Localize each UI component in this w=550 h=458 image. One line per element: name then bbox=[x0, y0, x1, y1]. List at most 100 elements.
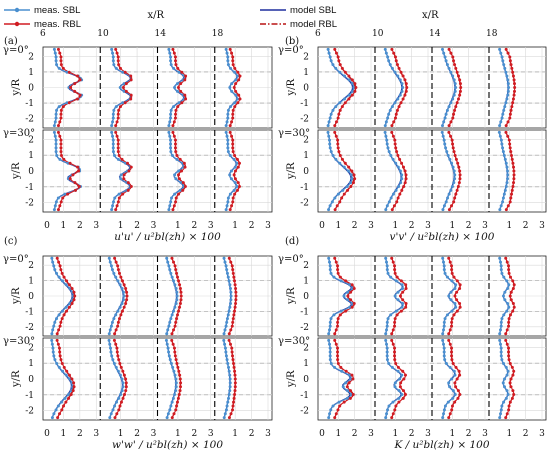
meas-rbl-point bbox=[336, 268, 340, 272]
meas-sbl-point bbox=[54, 112, 58, 116]
meas-rbl-point bbox=[178, 286, 182, 290]
x-tick-label: 2 bbox=[249, 221, 255, 231]
meas-sbl-point bbox=[384, 338, 388, 342]
meas-rbl-point bbox=[122, 283, 126, 287]
x-tick-label: 3 bbox=[151, 429, 157, 439]
meas-rbl-point bbox=[56, 47, 60, 51]
meas-rbl-point bbox=[334, 120, 338, 124]
meas-sbl-point bbox=[449, 70, 453, 74]
meas-sbl-point bbox=[122, 89, 126, 93]
meas-sbl-point bbox=[170, 275, 174, 279]
meas-rbl-point bbox=[404, 82, 408, 86]
meas-rbl-point bbox=[237, 78, 241, 82]
meas-rbl-point bbox=[115, 412, 119, 416]
meas-rbl-point bbox=[506, 51, 510, 55]
meas-sbl-point bbox=[225, 271, 229, 275]
meas-sbl-point bbox=[503, 157, 507, 161]
meas-sbl-point bbox=[385, 412, 389, 416]
meas-rbl-point bbox=[232, 362, 236, 366]
meas-rbl-point bbox=[451, 142, 455, 146]
meas-sbl-point bbox=[446, 196, 450, 200]
meas-rbl-point bbox=[391, 260, 395, 264]
meas-rbl-point bbox=[183, 78, 187, 82]
meas-sbl-point bbox=[326, 130, 330, 134]
meas-sbl-point bbox=[57, 365, 61, 369]
meas-rbl-point bbox=[333, 416, 337, 420]
meas-rbl-point bbox=[344, 309, 348, 313]
meas-sbl-point bbox=[387, 150, 391, 154]
yaw-label-g0: γ=0° bbox=[3, 254, 29, 265]
meas-rbl-point bbox=[509, 63, 513, 67]
meas-sbl-point bbox=[226, 116, 230, 120]
meas-sbl-point bbox=[401, 286, 405, 290]
meas-rbl-point bbox=[231, 408, 235, 412]
meas-rbl-point bbox=[510, 188, 514, 192]
meas-rbl-point bbox=[231, 150, 235, 154]
meas-rbl-point bbox=[336, 138, 340, 142]
meas-sbl-point bbox=[506, 93, 510, 97]
meas-sbl-point bbox=[226, 108, 230, 112]
meas-rbl-point bbox=[342, 192, 346, 196]
meas-sbl-point bbox=[337, 400, 341, 404]
meas-rbl-point bbox=[510, 105, 514, 109]
meas-sbl-point bbox=[116, 369, 120, 373]
meas-rbl-point bbox=[507, 408, 511, 412]
meas-sbl-point bbox=[165, 256, 169, 260]
meas-sbl-point bbox=[498, 134, 502, 138]
meas-rbl-point bbox=[73, 188, 77, 192]
meas-rbl-point bbox=[334, 51, 338, 55]
meas-sbl-point bbox=[327, 138, 331, 142]
meas-sbl-point bbox=[168, 51, 172, 55]
meas-rbl-point bbox=[124, 385, 128, 389]
meas-sbl-point bbox=[499, 264, 503, 268]
meas-rbl-point bbox=[391, 412, 395, 416]
meas-rbl-point bbox=[119, 365, 123, 369]
meas-sbl-point bbox=[384, 332, 388, 336]
meas-rbl-point bbox=[231, 317, 235, 321]
meas-rbl-point bbox=[458, 286, 462, 290]
meas-rbl-point bbox=[59, 320, 63, 324]
meas-rbl-point bbox=[334, 260, 338, 264]
meas-rbl-point bbox=[449, 134, 453, 138]
meas-rbl-point bbox=[510, 192, 514, 196]
meas-sbl-point bbox=[50, 342, 54, 346]
meas-rbl-point bbox=[179, 82, 183, 86]
meas-rbl-point bbox=[403, 93, 407, 97]
x-tick-label: 1 bbox=[335, 429, 341, 439]
meas-sbl-point bbox=[226, 112, 230, 116]
meas-rbl-point bbox=[390, 332, 394, 336]
meas-rbl-point bbox=[334, 328, 338, 332]
y-tick-label: -1 bbox=[300, 307, 309, 317]
meas-rbl-point bbox=[175, 154, 179, 158]
meas-sbl-point bbox=[174, 286, 178, 290]
meas-rbl-point bbox=[398, 192, 402, 196]
meas-sbl-point bbox=[442, 354, 446, 358]
meas-sbl-point bbox=[328, 142, 332, 146]
meas-rbl-point bbox=[61, 66, 65, 70]
meas-rbl-point bbox=[349, 290, 353, 294]
meas-rbl-point bbox=[170, 256, 174, 260]
x-tick-label: 3 bbox=[151, 221, 157, 231]
meas-rbl-point bbox=[184, 97, 188, 101]
y-tick-label: 2 bbox=[28, 52, 34, 62]
meas-rbl-point bbox=[59, 150, 63, 154]
meas-rbl-point bbox=[392, 120, 396, 124]
meas-rbl-point bbox=[349, 298, 353, 302]
meas-rbl-point bbox=[509, 377, 513, 381]
meas-sbl-point bbox=[327, 260, 331, 264]
meas-rbl-point bbox=[122, 305, 126, 309]
meas-sbl-point bbox=[504, 365, 508, 369]
meas-sbl-point bbox=[347, 373, 351, 377]
meas-rbl-point bbox=[234, 89, 238, 93]
meas-sbl-point bbox=[111, 116, 115, 120]
meas-rbl-point bbox=[508, 142, 512, 146]
meas-rbl-point bbox=[117, 317, 121, 321]
meas-rbl-point bbox=[70, 302, 74, 306]
meas-sbl-point bbox=[224, 264, 228, 268]
meas-rbl-point bbox=[395, 63, 399, 67]
meas-sbl-point bbox=[173, 373, 177, 377]
meas-sbl-point bbox=[165, 416, 169, 420]
meas-rbl-point bbox=[450, 324, 454, 328]
y-tick-label: 1 bbox=[28, 277, 34, 287]
meas-rbl-point bbox=[350, 305, 354, 309]
